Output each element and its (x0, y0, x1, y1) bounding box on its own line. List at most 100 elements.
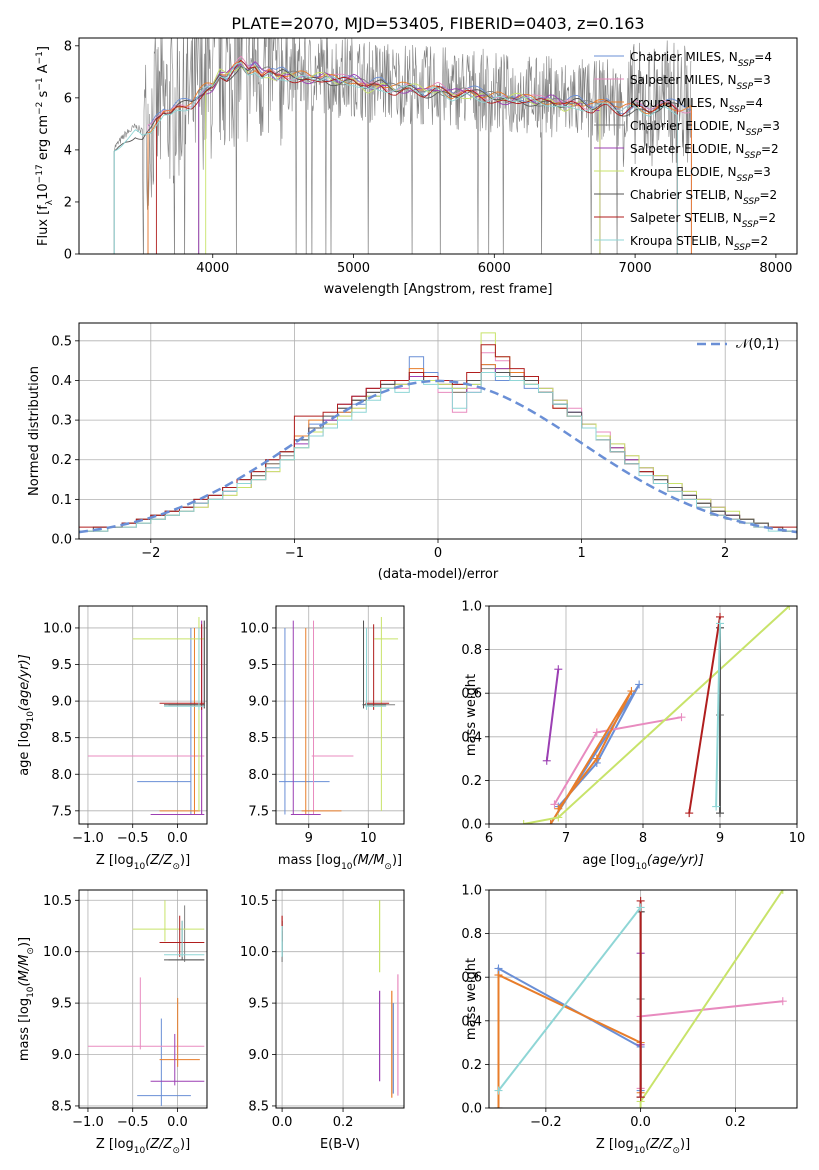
label-part: ⊙ (26, 947, 36, 955)
weight-line (497, 966, 642, 1108)
x-tick-label: 6 (485, 831, 493, 846)
y-tick-label: 10.0 (43, 621, 72, 636)
y-tick-label: 0.4 (461, 730, 482, 745)
y-tick-label: 0.8 (461, 643, 482, 658)
label-part: Z [log (596, 1137, 634, 1152)
legend-label: Chabrier ELODIE, NSSP=3 (630, 119, 780, 138)
x-tick-label: −1 (285, 546, 304, 561)
label-part: =2 (761, 142, 779, 156)
y-tick-label: 10.5 (43, 894, 72, 909)
y-tick-label: 8.0 (51, 768, 72, 783)
label-part: Salpeter ELODIE, N (630, 142, 744, 156)
label-part: −1 (35, 51, 45, 64)
label-part: erg cm (36, 115, 51, 164)
x-tick-label: 7 (562, 831, 570, 846)
y-axis-label: mass [log10(M/M⊙)] (17, 937, 36, 1061)
y-tick-label: 0.2 (461, 774, 482, 789)
label-part: )] (392, 853, 402, 868)
y-tick-label: 8 (64, 39, 72, 54)
label-part: (age/yr)] (647, 853, 704, 868)
label-part: −2 (35, 102, 45, 115)
histogram-step (79, 372, 797, 532)
label-part: )] (680, 1137, 690, 1152)
y-tick-label: 0.6 (461, 687, 482, 702)
label-part: ⊙ (172, 1146, 180, 1156)
weight-line (553, 716, 682, 805)
y-tick-label: 0.1 (51, 493, 72, 508)
plot-area (79, 606, 207, 824)
label-part: ] (36, 46, 51, 51)
x-tick-label: 1 (577, 546, 585, 561)
label-part: Z [log (96, 853, 134, 868)
legend-label: Kroupa STELIB, NSSP=2 (630, 234, 768, 253)
y-tick-label: 10.0 (240, 945, 269, 960)
label-part: age [log (17, 723, 32, 776)
x-tick-label: 0.2 (333, 1115, 354, 1130)
y-tick-label: 1.0 (461, 884, 482, 899)
x-axis-label: Z [log10(Z/Z⊙)] (96, 853, 190, 872)
label-part: ⊙ (672, 1146, 680, 1156)
y-tick-label: 9.0 (248, 1048, 269, 1063)
x-tick-label: 0.0 (167, 1115, 188, 1130)
label-part: mass [log (278, 853, 341, 868)
x-tick-label: 4000 (196, 261, 229, 276)
plot-area (79, 890, 207, 1108)
x-tick-label: 10 (360, 831, 377, 846)
y-axis-label: age [log10(age/yr)] (17, 654, 36, 776)
label-part: SSP (737, 174, 754, 184)
y-tick-label: 8.5 (248, 1099, 269, 1114)
label-part: 10 (26, 986, 36, 998)
axes-frame (78, 37, 798, 255)
y-tick-label: 10.5 (240, 894, 269, 909)
y-tick-label: 4 (64, 143, 72, 158)
legend-label: Salpeter STELIB, NSSP=2 (630, 211, 776, 230)
label-part: 10 (634, 1146, 646, 1156)
x-axis-label: wavelength [Angstrom, rest frame] (324, 282, 553, 297)
y-tick-label: 0.0 (461, 1102, 482, 1117)
plot-area (489, 606, 797, 824)
plot-area (79, 323, 797, 539)
label-part: =4 (745, 96, 763, 110)
label-part: Salpeter MILES, N (630, 73, 737, 87)
label-part: =2 (760, 188, 778, 202)
x-axis-label: age [log10(age/yr)] (582, 853, 704, 872)
y-tick-label: 9.0 (248, 695, 269, 710)
label-part: )] (17, 937, 32, 947)
y-tick-label: 8.5 (51, 1099, 72, 1114)
y-tick-label: 0.2 (51, 453, 72, 468)
figure-title: PLATE=2070, MJD=53405, FIBERID=0403, z=0… (231, 14, 644, 33)
label-part: =3 (753, 73, 771, 87)
weight-line (549, 690, 633, 824)
y-tick-label: 8.5 (248, 731, 269, 746)
label-part: Chabrier MILES, N (630, 50, 738, 64)
label-part: Z [log (96, 1137, 134, 1152)
label-part: (Z/Z (145, 853, 173, 868)
model-spectrum-line (147, 60, 692, 254)
x-tick-label: 0.0 (272, 1115, 293, 1130)
x-axis-label: Z [log10(Z/Z⊙)] (596, 1137, 690, 1156)
axes-frame (78, 605, 208, 825)
y-tick-label: 10.0 (43, 945, 72, 960)
y-tick-label: 9.0 (51, 695, 72, 710)
label-part: (Z/Z (145, 1137, 173, 1152)
legend-label: Salpeter ELODIE, NSSP=2 (630, 142, 779, 161)
x-tick-label: 2 (721, 546, 729, 561)
label-part: SSP (746, 128, 763, 138)
x-tick-label: 0 (434, 546, 442, 561)
label-part: =3 (762, 119, 780, 133)
panel-mass-vs-Z: −1.0 −0.5 0.08.59.09.510.010.5Z [log10(Z/Z… (17, 889, 208, 1156)
legend-label: Chabrier MILES, NSSP=4 (630, 50, 772, 69)
plot-area (489, 890, 797, 1108)
label-part: =2 (758, 211, 776, 225)
label-part: Kroupa STELIB, N (630, 234, 734, 248)
weight-line (497, 973, 642, 1108)
label-part: SSP (738, 59, 755, 69)
panel-residuals: −2 −1 0 1 2 0.0 0.1 0.2 0.3 0.4 0.5 𝒩(0,1) (data-mod… (27, 322, 798, 582)
legend-label: 𝒩(0,1) (736, 337, 779, 352)
label-part: Flux [f (36, 205, 51, 246)
y-axis-label: mass weight (464, 674, 479, 756)
y-tick-label: 8.5 (51, 731, 72, 746)
model-spectrum-line (113, 61, 678, 254)
